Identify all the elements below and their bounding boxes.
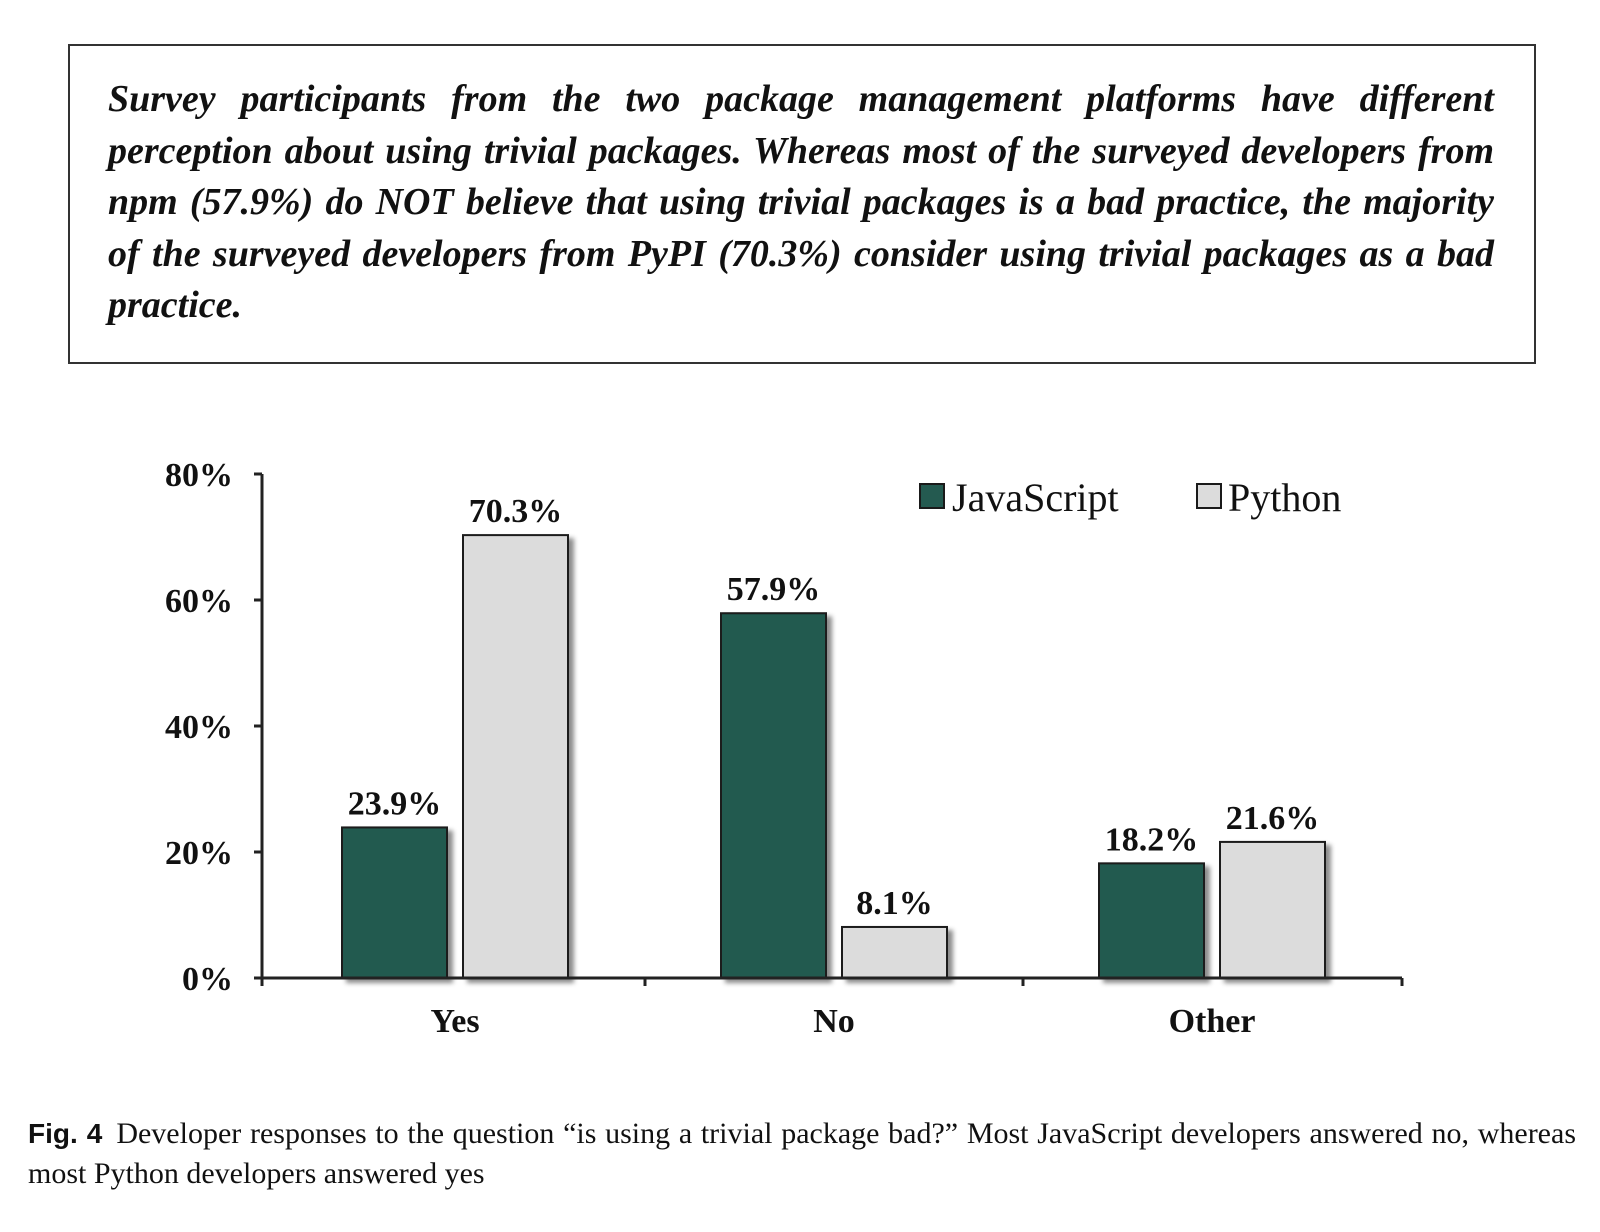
y-tick-label: 0% [182,961,233,998]
legend-label-javascript: JavaScript [952,475,1119,520]
y-tick-label: 80% [165,457,233,494]
figure-caption: Fig. 4 Developer responses to the questio… [28,1114,1576,1194]
bar-python-other [1219,840,1326,979]
legend-swatch-python [1196,483,1222,509]
y-tick-label: 40% [165,709,233,746]
figure-label: Fig. 4 [28,1118,103,1149]
legend-label-python: Python [1228,475,1341,520]
x-category-label: No [813,1003,855,1040]
y-tick-label: 60% [165,583,233,620]
x-category-label: Yes [430,1003,479,1040]
bar-javascript-no [720,612,827,979]
bar-python-yes [462,534,569,979]
y-tick-label: 20% [165,835,233,872]
finding-text: Survey participants from the two package… [108,78,1494,326]
data-label: 18.2% [1105,821,1199,858]
data-label: 57.9% [727,571,821,608]
bar-javascript-other [1098,862,1205,980]
bar-chart: 0% 20% 40% 60% 80% 23.9% 57.9% 18.2% 70.3% 8.1% 21… [165,457,1404,1040]
data-label: 70.3% [469,493,563,530]
data-label: 8.1% [856,885,933,922]
data-label: 23.9% [348,785,442,822]
bar-python-no [841,925,948,979]
data-label: 21.6% [1226,800,1320,837]
bar-javascript-yes [341,826,448,979]
legend-swatch-javascript [919,483,945,509]
caption-text: Developer responses to the question “is … [28,1117,1576,1190]
x-category-label: Other [1169,1003,1256,1040]
finding-box: Survey participants from the two package… [68,44,1536,364]
